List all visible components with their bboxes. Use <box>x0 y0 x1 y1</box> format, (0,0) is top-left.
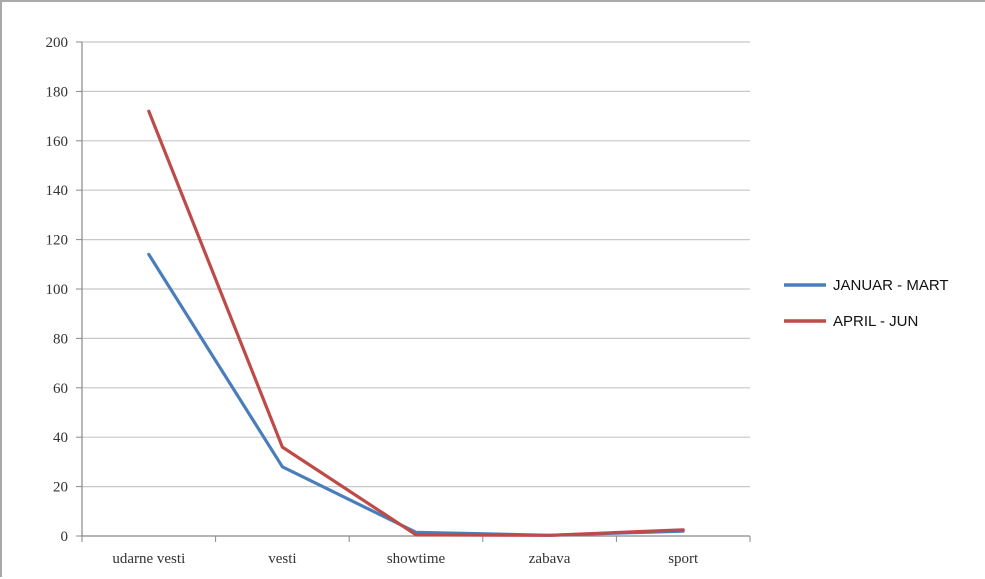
series-line-1 <box>149 254 683 535</box>
y-tick-label: 180 <box>46 84 69 100</box>
y-tick-label: 60 <box>53 381 68 397</box>
y-tick-label: 40 <box>53 430 68 446</box>
legend-label-2: APRIL - JUN <box>833 313 918 330</box>
y-tick-label: 160 <box>46 134 69 150</box>
legend: JANUAR - MART APRIL - JUN <box>784 277 949 330</box>
y-tick-label: 100 <box>46 282 69 298</box>
y-tick-label: 200 <box>46 35 69 51</box>
y-tick-label: 120 <box>46 233 69 249</box>
series-lines <box>149 111 684 535</box>
y-tick-label: 0 <box>61 529 69 545</box>
series-line-2 <box>149 111 683 535</box>
x-tick-label: sport <box>668 551 699 567</box>
y-tick-label: 80 <box>53 331 68 347</box>
x-axis-ticks: udarne vesti vesti showtime zabava sport <box>82 536 750 567</box>
gridlines <box>82 42 750 487</box>
legend-label-1: JANUAR - MART <box>833 277 949 294</box>
y-tick-label: 20 <box>53 480 68 496</box>
x-tick-label: showtime <box>387 551 446 567</box>
x-tick-label: vesti <box>268 551 296 567</box>
y-tick-label: 140 <box>46 183 69 199</box>
x-tick-label: udarne vesti <box>112 551 185 567</box>
x-tick-label: zabava <box>529 551 571 567</box>
y-axis-ticks: 0 20 40 60 80 100 120 140 160 180 200 <box>46 35 83 545</box>
